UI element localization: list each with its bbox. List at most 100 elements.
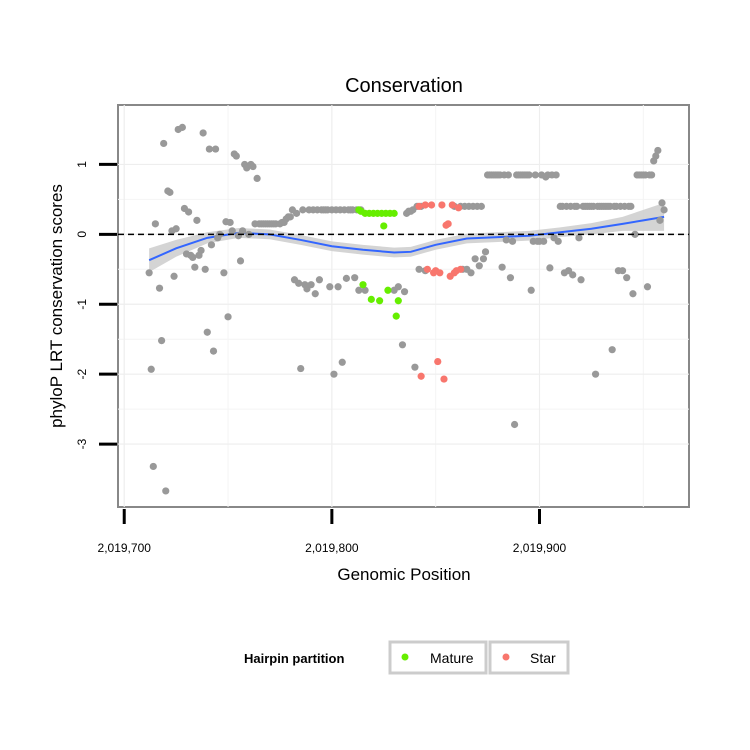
other-point	[330, 370, 338, 378]
mature-point	[384, 286, 392, 294]
plot-background	[117, 104, 690, 508]
star-point	[444, 220, 452, 228]
y-axis: -3 -2 -1 0 1	[75, 161, 117, 449]
star-point	[421, 201, 429, 209]
other-point	[479, 255, 488, 263]
other-point	[151, 220, 159, 228]
x-tick-label: 2,019,800	[305, 541, 359, 555]
other-point	[191, 263, 199, 271]
y-tick-label: -3	[75, 438, 89, 449]
other-point	[627, 202, 635, 210]
other-point	[623, 274, 631, 282]
star-point	[440, 375, 448, 383]
other-point	[209, 347, 218, 355]
other-point	[238, 227, 247, 235]
other-point	[201, 265, 209, 273]
other-point	[475, 262, 483, 270]
star-point	[457, 265, 465, 273]
other-point	[411, 363, 419, 371]
other-point	[197, 246, 205, 255]
other-point	[224, 313, 232, 321]
other-point	[531, 171, 539, 179]
other-point	[508, 237, 517, 245]
other-point	[334, 283, 342, 291]
other-point	[351, 274, 359, 282]
legend-mature-marker	[401, 653, 409, 661]
other-point	[467, 269, 475, 277]
x-tick-label: 2,019,700	[98, 541, 152, 555]
other-point	[631, 230, 639, 238]
other-point	[498, 263, 506, 271]
other-point	[307, 281, 315, 289]
other-point	[618, 267, 627, 275]
other-point	[172, 225, 180, 233]
other-point	[166, 188, 174, 196]
chart-title: Conservation	[345, 75, 463, 97]
other-point	[160, 139, 168, 148]
mature-point	[380, 222, 388, 230]
other-point	[652, 152, 660, 160]
other-point	[162, 487, 170, 495]
mature-point	[390, 209, 398, 217]
star-point	[448, 201, 456, 209]
mature-point	[367, 295, 375, 303]
other-point	[286, 213, 294, 221]
legend-label-star: Star	[530, 650, 556, 666]
other-point	[591, 370, 600, 378]
other-point	[504, 171, 512, 179]
other-point	[546, 264, 554, 272]
other-point	[481, 248, 490, 256]
other-point	[648, 171, 656, 179]
smooth-confidence-band	[149, 202, 665, 273]
other-point	[220, 269, 228, 277]
legend-label-mature: Mature	[430, 650, 474, 666]
other-point	[608, 346, 616, 354]
other-point	[394, 283, 402, 291]
other-point	[577, 276, 585, 284]
other-point	[656, 216, 664, 224]
other-point	[184, 208, 193, 216]
other-point	[361, 286, 369, 294]
other-point	[292, 209, 301, 217]
other-point	[149, 462, 157, 471]
mature-point	[392, 312, 400, 320]
other-point	[145, 269, 153, 277]
other-point	[211, 145, 220, 153]
other-point	[658, 199, 666, 207]
star-point	[436, 269, 444, 277]
plot-panel	[117, 104, 690, 508]
legend: Hairpin partition Mature Star	[244, 640, 570, 675]
x-axis-label: Genomic Position	[337, 565, 470, 584]
other-point	[253, 174, 261, 183]
other-point	[207, 241, 216, 249]
other-point	[355, 286, 363, 294]
other-point	[629, 290, 637, 298]
other-point	[297, 364, 305, 373]
x-tick-label: 2,019,900	[513, 541, 567, 555]
legend-star-marker	[502, 653, 510, 661]
other-point	[477, 202, 485, 210]
other-point	[569, 271, 577, 279]
other-point	[193, 216, 201, 224]
other-point	[338, 358, 346, 366]
y-tick-label: -1	[75, 299, 89, 310]
other-point	[527, 286, 535, 294]
y-tick-label: 1	[75, 161, 89, 168]
other-point	[471, 255, 479, 263]
other-point	[315, 276, 324, 284]
star-point	[438, 201, 446, 209]
other-point	[575, 234, 583, 242]
y-tick-label: -2	[75, 369, 89, 380]
other-point	[226, 218, 234, 227]
mature-point	[359, 281, 367, 289]
other-point	[326, 283, 334, 291]
star-point	[415, 202, 423, 210]
other-point	[155, 284, 164, 292]
other-point	[506, 274, 515, 282]
star-point	[427, 201, 436, 209]
mature-point	[376, 297, 384, 305]
other-point	[147, 365, 155, 373]
data-points	[145, 123, 668, 495]
y-tick-label: 0	[75, 231, 89, 238]
other-point	[525, 171, 533, 179]
